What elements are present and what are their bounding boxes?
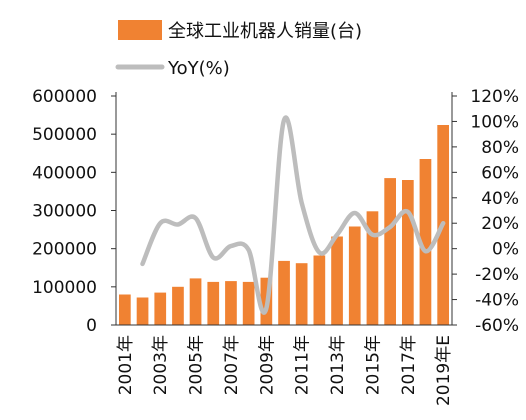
right-tick-label: 120% bbox=[470, 87, 519, 107]
left-tick-label: 300000 bbox=[32, 202, 97, 222]
x-tick-label: 2005年 bbox=[187, 335, 207, 395]
left-tick-label: 0 bbox=[86, 316, 97, 336]
yoy-point-14 bbox=[371, 233, 374, 236]
x-tick-label: 2013年 bbox=[328, 335, 348, 395]
left-tick-label: 400000 bbox=[32, 163, 97, 183]
x-tick-label: 2017年 bbox=[399, 335, 419, 395]
yoy-line bbox=[140, 115, 446, 315]
right-tick-label: -20% bbox=[475, 265, 519, 285]
bar-15 bbox=[384, 178, 396, 325]
x-tick-label: 2015年 bbox=[363, 335, 383, 395]
bar-series bbox=[119, 125, 449, 325]
x-tick-label: 2009年 bbox=[257, 335, 277, 395]
left-tick-label: 500000 bbox=[32, 125, 97, 145]
legend: 全球工业机器人销量(台) YoY(%) bbox=[115, 20, 362, 79]
right-tick-label: 20% bbox=[481, 214, 519, 234]
yoy-point-9 bbox=[283, 119, 285, 121]
right-tick-label: 40% bbox=[481, 189, 519, 209]
bar-10 bbox=[295, 263, 308, 325]
right-tick-label: -40% bbox=[475, 291, 519, 311]
yoy-point-10 bbox=[300, 202, 303, 204]
x-axis-tick-labels: 2001年 2003年 2005年 2007年 2009年 2011年 2013年 2015年… bbox=[116, 335, 454, 406]
bar-16 bbox=[402, 180, 414, 325]
yoy-point-1 bbox=[141, 263, 144, 265]
yoy-point-15 bbox=[389, 226, 391, 228]
bar-1 bbox=[136, 297, 149, 325]
right-axis-tick-labels: -60% -40% -20% 0% 20% 40% 60% 80% 100% 120% bbox=[470, 87, 519, 336]
right-tick-label: 60% bbox=[481, 163, 519, 183]
bar-7 bbox=[242, 281, 255, 325]
legend-line-label: YoY(%) bbox=[167, 58, 230, 79]
yoy-point-7 bbox=[247, 249, 250, 251]
bar-5 bbox=[207, 281, 220, 325]
bar-11 bbox=[313, 255, 326, 325]
bar-14 bbox=[366, 211, 379, 325]
left-axis-tick-labels: 0 100000 200000 300000 400000 500000 600000 bbox=[32, 87, 97, 336]
x-tick-label: 2003年 bbox=[151, 335, 171, 395]
yoy-point-17 bbox=[424, 250, 427, 252]
yoy-point-8 bbox=[265, 307, 268, 310]
yoy-line-series bbox=[140, 115, 446, 315]
yoy-point-11 bbox=[318, 251, 321, 254]
left-tick-label: 100000 bbox=[32, 278, 97, 298]
yoy-point-3 bbox=[177, 223, 179, 226]
legend-bar-label: 全球工业机器人销量(台) bbox=[168, 21, 362, 42]
axes bbox=[111, 92, 457, 326]
bar-3 bbox=[172, 286, 184, 325]
right-tick-label: 100% bbox=[470, 112, 519, 132]
bar-13 bbox=[348, 226, 361, 325]
yoy-point-5 bbox=[212, 256, 215, 259]
bar-0 bbox=[119, 294, 131, 325]
x-tick-label: 2011年 bbox=[293, 335, 313, 395]
bar-9 bbox=[278, 260, 290, 325]
yoy-point-4 bbox=[194, 217, 197, 219]
yoy-point-13 bbox=[353, 212, 356, 214]
legend-bar-swatch bbox=[118, 20, 162, 40]
x-tick-label: 2019年E bbox=[434, 335, 454, 406]
right-tick-label: 0% bbox=[492, 240, 519, 260]
right-tick-label: 80% bbox=[481, 138, 519, 158]
bar-17 bbox=[419, 159, 432, 325]
right-tick-label: -60% bbox=[475, 316, 519, 336]
yoy-point-18 bbox=[442, 222, 445, 224]
bar-4 bbox=[189, 278, 202, 325]
yoy-point-2 bbox=[159, 222, 161, 224]
x-tick-label: 2001年 bbox=[116, 335, 136, 395]
yoy-point-6 bbox=[230, 245, 232, 247]
bar-12 bbox=[331, 236, 343, 325]
x-tick-label: 2007年 bbox=[222, 335, 242, 395]
yoy-point-12 bbox=[336, 233, 338, 236]
left-tick-label: 600000 bbox=[32, 87, 97, 107]
yoy-point-16 bbox=[407, 211, 409, 213]
bar-6 bbox=[225, 281, 237, 325]
left-tick-label: 200000 bbox=[32, 240, 97, 260]
bar-2 bbox=[154, 292, 167, 325]
